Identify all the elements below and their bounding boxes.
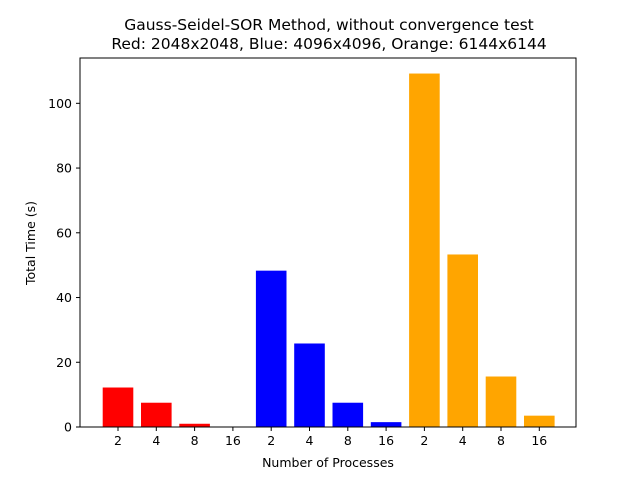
x-tick-label: 8 [344, 433, 352, 448]
x-tick-label: 2 [420, 433, 428, 448]
y-tick-label: 80 [56, 161, 72, 176]
x-tick-label: 8 [191, 433, 199, 448]
chart-title-line1: Gauss-Seidel-SOR Method, without converg… [124, 16, 534, 34]
bar-6 [294, 343, 325, 427]
x-tick-label: 2 [267, 433, 275, 448]
x-tick-label: 8 [497, 433, 505, 448]
bar-2 [141, 402, 172, 427]
bar-8 [370, 422, 402, 427]
x-axis-label: Number of Processes [262, 455, 394, 470]
x-tick-label: 4 [306, 433, 314, 448]
bar-5 [255, 270, 287, 427]
y-tick-label: 40 [56, 290, 72, 305]
x-tick-label: 16 [531, 433, 547, 448]
bar-10 [447, 254, 478, 427]
y-axis-label: Total Time (s) [23, 201, 38, 286]
bars-group [102, 73, 555, 427]
y-tick-label: 20 [56, 355, 72, 370]
y-axis-ticks: 0 20 40 60 80 100 [48, 96, 80, 435]
y-tick-label: 0 [64, 420, 72, 435]
x-axis-ticks: 2 4 8 16 2 4 8 16 2 4 8 16 [114, 427, 547, 448]
y-tick-label: 100 [48, 96, 72, 111]
bar-1 [102, 387, 134, 427]
bar-3 [179, 423, 210, 427]
x-tick-label: 16 [225, 433, 241, 448]
x-tick-label: 4 [152, 433, 160, 448]
bar-9 [409, 73, 440, 427]
chart-title-line2: Red: 2048x2048, Blue: 4096x4096, Orange:… [111, 35, 546, 53]
y-tick-label: 60 [56, 225, 72, 240]
bar-12 [524, 415, 555, 427]
x-tick-label: 16 [378, 433, 394, 448]
x-tick-label: 4 [459, 433, 467, 448]
x-tick-label: 2 [114, 433, 122, 448]
plot-frame [79, 57, 577, 428]
bar-7 [332, 402, 364, 427]
bar-11 [485, 376, 517, 427]
